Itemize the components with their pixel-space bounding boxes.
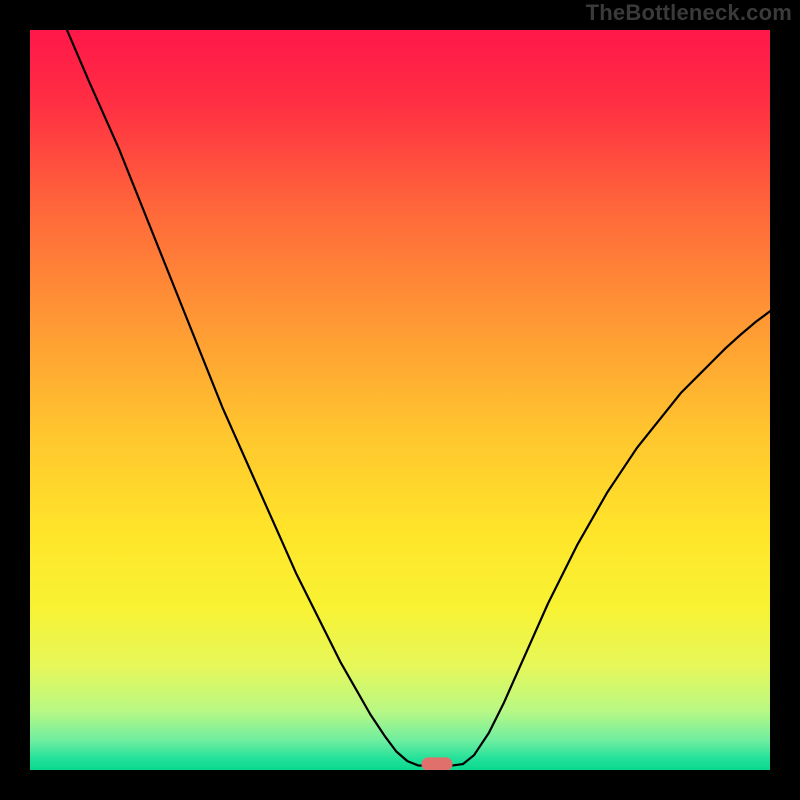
bottleneck-chart <box>30 30 770 770</box>
chart-stage: TheBottleneck.com <box>0 0 800 800</box>
optimal-marker <box>421 757 452 770</box>
gradient-background <box>30 30 770 770</box>
watermark-text: TheBottleneck.com <box>586 0 792 26</box>
